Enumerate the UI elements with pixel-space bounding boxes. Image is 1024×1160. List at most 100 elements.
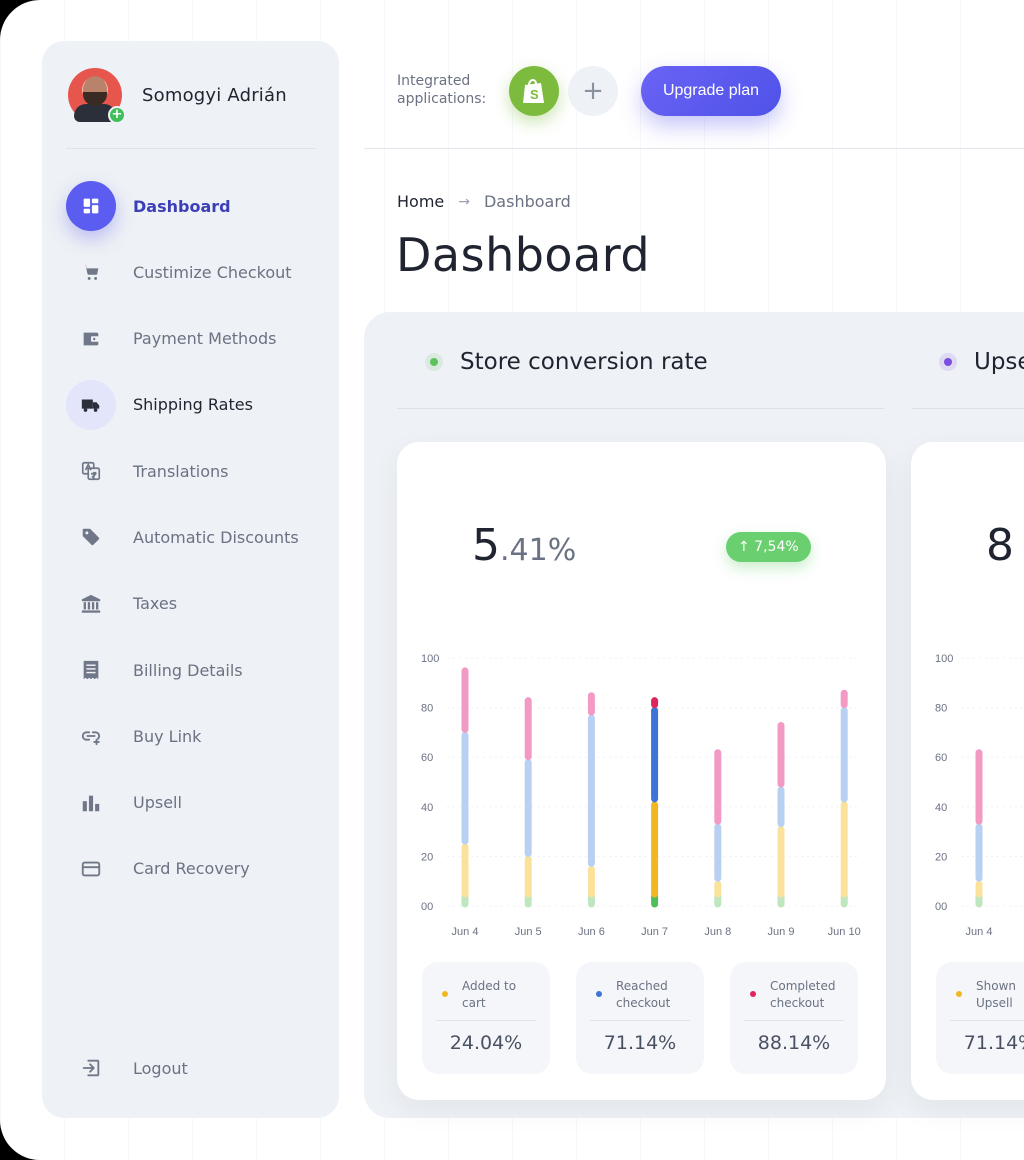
section-dot [944,358,952,366]
breadcrumb: Home → Dashboard [397,192,571,211]
sidebar-item-billing-details[interactable]: Billing Details [66,645,326,695]
logout-label: Logout [133,1058,188,1078]
section-title: Upse [974,349,1024,375]
sidebar-item-buy-link[interactable]: Buy Link [66,711,326,761]
sidebar: + Somogyi Adrián Dashboard Custimize Che… [42,41,339,1118]
stat-label: Reached checkout [616,979,671,1010]
stat-value: 71.14% [963,1032,1024,1054]
y-tick-label: 100 [421,653,439,665]
sidebar-item-card-recovery[interactable]: Card Recovery [66,844,326,894]
tag-icon [66,512,116,562]
breadcrumb-arrow-icon: → [458,193,470,210]
translate-icon [66,446,116,496]
sidebar-nav: Dashboard Custimize Checkout Payment Met… [66,181,326,910]
x-tick-label: Jun 6 [578,926,605,938]
stat-added-to-cart: Added to cart 24.04% [422,962,550,1074]
sidebar-item-payment-methods[interactable]: Payment Methods [66,314,326,364]
shopify-bag-icon: S [523,79,544,103]
y-tick-label: 40 [421,802,433,814]
sidebar-item-label: Payment Methods [133,329,277,349]
sidebar-item-label: Shipping Rates [133,395,253,415]
divider [66,148,315,149]
y-tick-label: 00 [421,901,433,913]
user-name: Somogyi Adrián [142,84,287,106]
user-profile[interactable]: + Somogyi Adrián [68,67,287,124]
sidebar-item-label: Card Recovery [133,859,250,879]
sidebar-item-label: Billing Details [133,660,243,680]
sidebar-item-label: Dashboard [133,196,231,216]
sidebar-item-taxes[interactable]: Taxes [66,579,326,629]
dashboard-icon [66,181,116,231]
sidebar-item-label: Translations [133,461,229,481]
x-tick-label: Jun 4 [966,926,993,938]
header-divider [364,148,1024,149]
sidebar-item-upsell[interactable]: Upsell [66,778,326,828]
x-tick-label: Jun 10 [828,926,861,938]
upsell-value-int: 8 [986,520,1014,571]
section-divider [912,408,1024,409]
bank-icon [66,579,116,629]
breadcrumb-home[interactable]: Home [397,192,445,211]
upsell-value: 8 [986,520,1014,571]
integrated-apps-label: Integrated applications: [397,73,487,107]
svg-text:S: S [530,87,539,102]
sidebar-item-dashboard[interactable]: Dashboard [66,181,326,231]
sidebar-item-automatic-discounts[interactable]: Automatic Discounts [66,512,326,562]
truck-icon [66,379,116,430]
section-header-conversion[interactable]: Store conversion rate [430,342,708,382]
conversion-rate-value: 5.41% [472,520,576,571]
stat-label: Shown Upsell [976,979,1016,1010]
shopify-app-button[interactable]: S [509,66,559,116]
avatar[interactable]: + [68,68,126,124]
sidebar-item-translations[interactable]: Translations [66,446,326,496]
stats-panel: Store conversion rate Upse 5.41% ↑ 7,54%… [364,312,1024,1118]
sidebar-item-label: Taxes [133,594,178,614]
section-dot [430,358,438,366]
conversion-card: 5.41% ↑ 7,54% 00 20 40 60 80 100 Jun 4 Jun 5 Jun… [397,442,886,1100]
stat-dot [956,991,962,997]
y-tick-label: 00 [935,901,947,913]
conversion-bar-chart: 00 20 40 60 80 100 Jun 4 Jun 5 Jun 6 Jun 7 Jun 8 Ju… [421,653,861,938]
conversion-rate-decimal: .41% [500,533,577,568]
x-tick-label: Jun 8 [704,926,731,938]
y-tick-label: 60 [935,752,947,764]
stat-dot [596,991,602,997]
stat-reached-checkout: Reached checkout 71.14% [576,962,704,1074]
y-tick-label: 100 [935,653,953,665]
x-tick-label: Jun 5 [515,926,542,938]
upgrade-plan-button[interactable]: Upgrade plan [641,66,781,116]
upsell-bar-chart: 00 20 40 60 80 100 Jun 4 [935,653,1024,938]
stat-value: 88.14% [757,1032,831,1054]
x-tick-label: Jun 9 [768,926,795,938]
sidebar-item-label: Upsell [133,793,182,813]
logout-button[interactable]: Logout [66,1043,188,1093]
y-tick-label: 40 [935,802,947,814]
sidebar-item-label: Buy Link [133,726,202,746]
add-application-button[interactable]: + [568,66,618,116]
stat-completed-checkout: Completed checkout 88.14% [730,962,858,1074]
breadcrumb-current: Dashboard [483,192,571,211]
stat-label: Completed checkout [770,979,836,1010]
section-divider [397,408,884,409]
conversion-rate-int: 5 [472,520,500,571]
y-tick-label: 80 [421,703,433,715]
sidebar-item-shipping-rates[interactable]: Shipping Rates [66,379,326,430]
stat-value: 24.04% [449,1032,523,1054]
y-tick-label: 60 [421,752,433,764]
section-header-upsell[interactable]: Upse [944,342,1024,382]
section-title: Store conversion rate [460,349,708,375]
cart-icon [66,247,116,297]
add-account-icon[interactable]: + [108,106,126,124]
y-tick-label: 80 [935,703,947,715]
trend-badge: ↑ 7,54% [726,532,811,562]
bar-chart-icon [66,778,116,828]
sidebar-item-label: Automatic Discounts [133,527,299,547]
sidebar-item-customize-checkout[interactable]: Custimize Checkout [66,247,326,297]
y-tick-label: 20 [421,851,433,863]
page-title: Dashboard [396,228,651,282]
stat-shown-upsell: Shown Upsell 71.14% [936,962,1024,1074]
receipt-icon [66,645,116,695]
link-icon [66,711,116,761]
upsell-card: 8 00 20 40 60 80 100 Jun 4 Shown Upsell 71.14% [911,442,1024,1100]
